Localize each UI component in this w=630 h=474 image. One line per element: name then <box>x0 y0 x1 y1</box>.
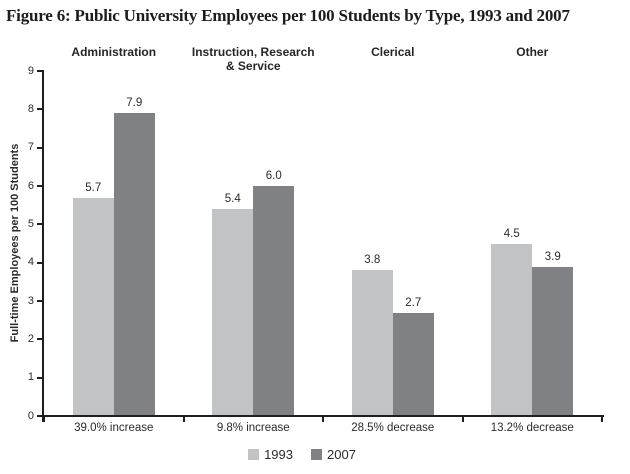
y-axis-tick-label: 1 <box>27 371 34 384</box>
bar-value-label: 2.7 <box>405 296 422 309</box>
legend-swatch-icon <box>248 449 260 460</box>
bar-1993-2 <box>212 209 254 415</box>
y-axis-tick-label: 8 <box>27 102 34 115</box>
bar-2007-2 <box>253 186 295 415</box>
y-axis-tick <box>37 376 42 379</box>
y-axis-tick <box>37 261 42 264</box>
legend-item-2007: 2007 <box>311 447 356 462</box>
y-axis-tick <box>37 415 42 417</box>
y-axis-tick <box>37 70 42 72</box>
y-axis-tick-label: 4 <box>27 256 34 269</box>
legend-label: 2007 <box>327 447 356 462</box>
y-axis-tick <box>37 223 42 226</box>
y-axis-tick-label: 2 <box>27 332 34 345</box>
bar-value-label: 5.7 <box>85 181 102 194</box>
y-axis-tick-label: 3 <box>27 294 34 307</box>
bar-value-label: 5.4 <box>224 193 241 205</box>
figure-title: Figure 6: Public University Employees pe… <box>6 6 570 25</box>
x-axis-tick <box>601 416 603 422</box>
y-axis-tick <box>37 185 42 187</box>
legend: 1993 2007 <box>0 447 604 462</box>
category-change-label: 9.8% increase <box>216 422 290 434</box>
bar-value-label: 3.9 <box>544 250 561 263</box>
x-axis-tick <box>461 416 464 422</box>
y-axis-line <box>42 70 44 422</box>
bar-value-label: 7.9 <box>126 97 143 110</box>
y-axis-tick <box>37 108 42 111</box>
y-axis-tick <box>37 300 42 302</box>
y-axis-tick-label: 0 <box>27 409 34 422</box>
bar-2007-4 <box>532 266 574 415</box>
bar-1993-1 <box>72 197 114 415</box>
bar-2007-1 <box>113 113 155 415</box>
bar-value-label: 3.8 <box>364 254 381 267</box>
category-change-label: 39.0% increase <box>74 422 154 434</box>
y-axis-tick-label: 6 <box>27 179 34 192</box>
category-header: Other <box>516 45 549 59</box>
y-axis-tick-label: 7 <box>27 141 34 154</box>
x-axis-tick <box>322 416 324 422</box>
y-axis-tick <box>37 338 42 341</box>
legend-label: 1993 <box>264 447 293 462</box>
y-axis-tick-label: 9 <box>27 64 34 77</box>
bar-1993-4 <box>491 243 533 415</box>
x-axis-tick <box>182 416 185 422</box>
legend-swatch-icon <box>311 449 322 460</box>
category-change-label: 28.5% decrease <box>351 422 435 434</box>
bar-1993-3 <box>351 270 393 415</box>
legend-item-1993: 1993 <box>248 447 293 462</box>
y-axis-tick-label: 5 <box>27 217 34 230</box>
category-header: Clerical <box>371 45 415 59</box>
x-axis-tick <box>43 416 45 422</box>
category-header: Administration <box>71 45 157 59</box>
category-change-label: 13.2% decrease <box>490 422 574 434</box>
category-header: Instruction, Research & Service <box>191 45 315 73</box>
y-axis-tick <box>37 146 42 149</box>
bar-2007-3 <box>392 312 434 415</box>
bar-value-label: 6.0 <box>265 170 282 182</box>
bar-value-label: 4.5 <box>503 227 520 240</box>
